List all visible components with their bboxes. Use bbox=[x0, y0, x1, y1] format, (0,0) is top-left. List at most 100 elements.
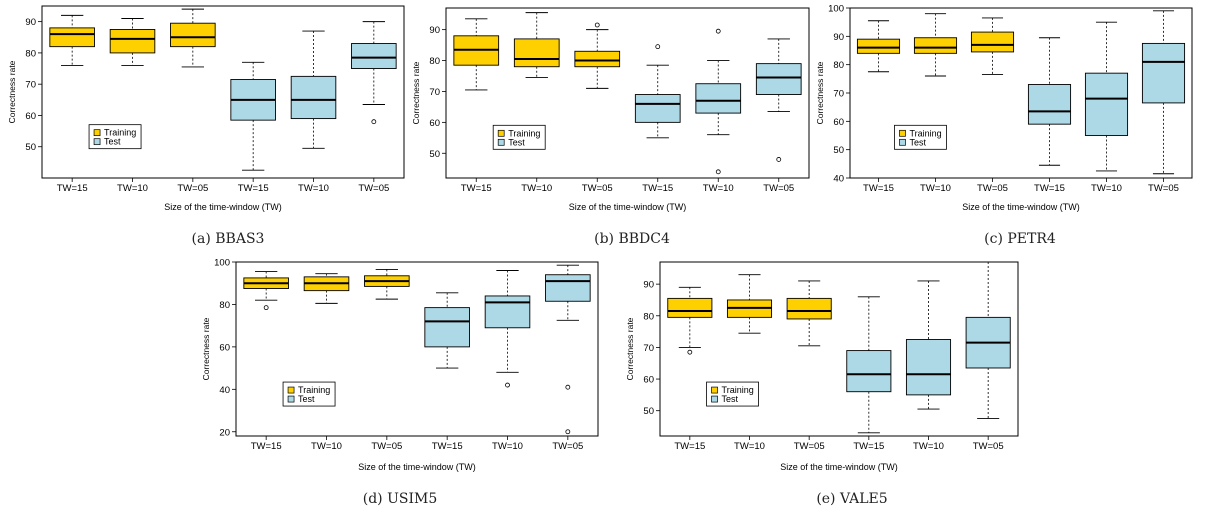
y-tick-label: 60 bbox=[429, 118, 440, 129]
box-training-tw=15 bbox=[243, 271, 289, 311]
legend-swatch-training bbox=[287, 386, 295, 394]
chart-panel-3: 40 50 60 70 80 90 100 TW=15 TW=10 TW=05 TW=15 TW=10… bbox=[815, 4, 1193, 247]
outlier-point bbox=[371, 119, 377, 125]
box-iqr bbox=[1141, 42, 1186, 104]
x-tick-label: TW=10 bbox=[492, 441, 523, 452]
box-test-tw=05 bbox=[965, 261, 1011, 420]
x-tick-label: TW=15 bbox=[642, 183, 673, 194]
x-tick-label: TW=05 bbox=[977, 183, 1008, 194]
panel-caption: (e) VALE5 bbox=[816, 491, 887, 507]
x-tick-label: TW=05 bbox=[794, 441, 825, 452]
legend-label-test: Test bbox=[508, 137, 525, 147]
box-iqr bbox=[484, 295, 531, 329]
legend-swatch-test bbox=[711, 395, 718, 403]
y-tick-label: 50 bbox=[429, 149, 440, 160]
outlier-point bbox=[715, 169, 721, 175]
y-tick-label: 40 bbox=[833, 174, 844, 185]
box-iqr bbox=[695, 83, 742, 114]
outlier-point bbox=[565, 384, 571, 390]
y-tick-label: 100 bbox=[214, 258, 230, 269]
box-training-tw=05 bbox=[170, 8, 216, 68]
x-tick-label: TW=10 bbox=[920, 183, 951, 194]
legend-label-training: Training bbox=[104, 128, 136, 138]
y-tick-label: 50 bbox=[833, 145, 844, 156]
box-test-tw=15 bbox=[846, 296, 892, 434]
legend-label-test: Test bbox=[298, 394, 315, 404]
legend-swatch-test bbox=[93, 138, 101, 146]
x-axis-title: Size of the time-window (TW) bbox=[358, 462, 476, 472]
y-axis-title: Correctness rate bbox=[201, 317, 211, 380]
legend-label-training: Training bbox=[909, 128, 941, 138]
box-iqr bbox=[290, 75, 337, 120]
box-test-tw=10 bbox=[695, 28, 742, 175]
y-tick-label: 90 bbox=[643, 280, 654, 291]
x-tick-label: TW=10 bbox=[703, 183, 734, 194]
box-training-tw=10 bbox=[513, 12, 560, 78]
legend-swatch-training bbox=[711, 386, 718, 394]
legend-label-test: Test bbox=[722, 394, 739, 404]
x-tick-label: TW=15 bbox=[1034, 183, 1065, 194]
chart-panel-5: 50 60 70 80 90 TW=15 TW=10 TW=05 TW=15 TW=10 TW=05… bbox=[625, 261, 1019, 507]
y-axis-title: Correctness rate bbox=[7, 60, 17, 123]
x-tick-label: TW=05 bbox=[973, 441, 1004, 452]
legend-swatch-test bbox=[899, 138, 906, 146]
x-tick-label: TW=10 bbox=[913, 441, 944, 452]
y-tick-label: 50 bbox=[25, 142, 36, 153]
x-tick-label: TW=05 bbox=[1148, 183, 1179, 194]
box-test-tw=10 bbox=[290, 30, 337, 149]
legend-label-training: Training bbox=[298, 385, 330, 395]
x-tick-label: TW=15 bbox=[57, 183, 88, 194]
box-test-tw=05 bbox=[1141, 10, 1186, 175]
box-training-tw=15 bbox=[49, 14, 95, 66]
outlier-point bbox=[505, 382, 510, 388]
legend-swatch-training bbox=[93, 129, 101, 137]
box-training-tw=05 bbox=[364, 268, 410, 300]
y-tick-label: 80 bbox=[219, 300, 230, 311]
box-iqr bbox=[970, 31, 1015, 53]
y-tick-label: 60 bbox=[643, 375, 654, 386]
box-iqr bbox=[1027, 84, 1072, 125]
legend-swatch-training bbox=[497, 129, 505, 137]
legend-label-test: Test bbox=[909, 137, 926, 147]
y-tick-label: 70 bbox=[833, 89, 844, 100]
x-tick-label: TW=05 bbox=[177, 183, 208, 194]
box-iqr bbox=[913, 37, 958, 54]
x-tick-label: TW=15 bbox=[674, 441, 705, 452]
box-training-tw=05 bbox=[970, 17, 1015, 76]
panel-caption: (b) BBDC4 bbox=[594, 231, 670, 247]
outlier-point bbox=[715, 28, 721, 34]
plot-frame bbox=[41, 5, 405, 179]
box-iqr bbox=[170, 22, 216, 48]
box-training-tw=10 bbox=[303, 273, 350, 304]
y-tick-label: 70 bbox=[429, 87, 440, 98]
box-test-tw=15 bbox=[634, 44, 681, 139]
x-tick-label: TW=15 bbox=[461, 183, 492, 194]
legend-label-test: Test bbox=[104, 137, 121, 147]
x-tick-label: TW=05 bbox=[763, 183, 794, 194]
plot-frame bbox=[445, 7, 810, 179]
x-axis-title: Size of the time-window (TW) bbox=[780, 462, 898, 472]
x-tick-label: TW=10 bbox=[298, 183, 329, 194]
y-tick-label: 50 bbox=[643, 406, 654, 417]
x-tick-label: TW=15 bbox=[251, 441, 282, 452]
box-iqr bbox=[513, 38, 560, 68]
box-test-tw=05 bbox=[755, 38, 802, 162]
y-tick-label: 90 bbox=[429, 25, 440, 36]
panel-caption: (d) USIM5 bbox=[363, 491, 438, 507]
y-tick-label: 70 bbox=[643, 343, 654, 354]
box-iqr bbox=[667, 297, 713, 318]
x-tick-label: TW=10 bbox=[1091, 183, 1122, 194]
box-test-tw=05 bbox=[351, 21, 397, 125]
box-test-tw=05 bbox=[545, 264, 591, 435]
outlier-point bbox=[263, 305, 269, 311]
box-training-tw=10 bbox=[109, 18, 156, 66]
outlier-point bbox=[655, 44, 661, 50]
box-iqr bbox=[786, 297, 832, 320]
x-tick-label: TW=10 bbox=[521, 183, 552, 194]
chart-panel-1: 50 60 70 80 90 TW=15 TW=10 TW=05 TW=15 TW=10 TW=05… bbox=[7, 5, 405, 247]
y-tick-label: 60 bbox=[25, 111, 36, 122]
